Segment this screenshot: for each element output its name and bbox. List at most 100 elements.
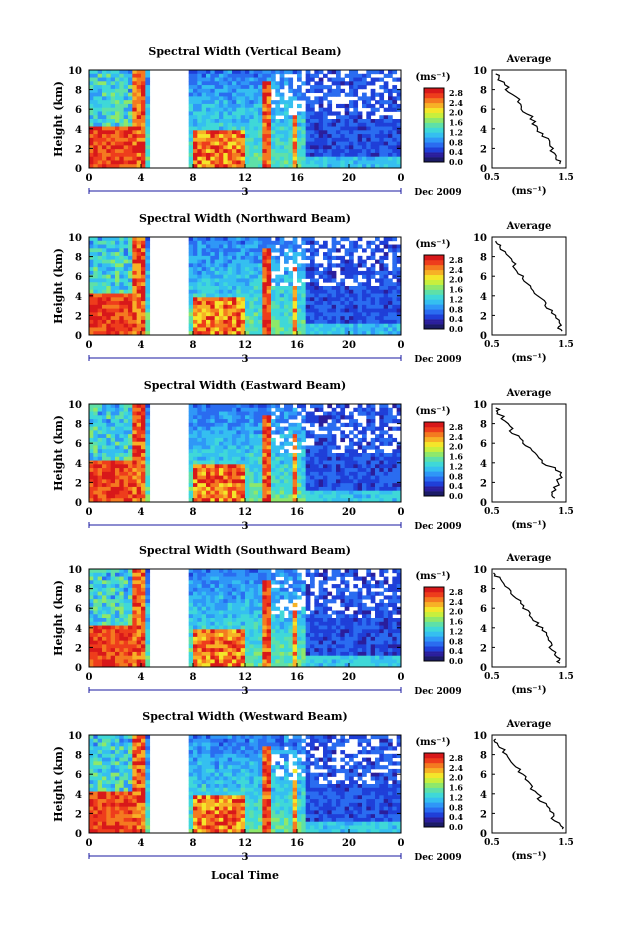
heatmap-cell: [245, 141, 250, 146]
heatmap-cell: [240, 445, 246, 450]
heatmap-cell: [370, 145, 376, 150]
heatmap-cell: [119, 293, 125, 298]
heatmap-cell: [284, 267, 289, 272]
heatmap-cell: [193, 107, 198, 112]
heatmap-cell: [210, 437, 216, 443]
panel-title: Spectral Width (Northward Beam): [139, 212, 351, 225]
heatmap-cell: [323, 134, 328, 139]
heatmap-cell: [145, 119, 151, 124]
heatmap-cell: [249, 411, 255, 416]
heatmap-cell: [136, 430, 142, 435]
heatmap-cell: [223, 411, 229, 416]
heatmap-cell: [362, 141, 367, 146]
heatmap-cell: [305, 152, 311, 158]
heatmap-cell: [245, 453, 250, 458]
heatmap-cell: [314, 278, 320, 283]
heatmap-cell: [353, 293, 359, 298]
heatmap-cell: [197, 434, 203, 439]
heatmap-cell: [366, 312, 372, 317]
heatmap-cell: [383, 119, 389, 124]
heatmap-cell: [132, 471, 138, 477]
heatmap-cell: [258, 475, 263, 480]
heatmap-cell: [93, 255, 99, 261]
heatmap-cell: [240, 126, 246, 131]
heatmap-cell: [349, 319, 354, 325]
heatmap-cell: [379, 270, 385, 276]
heatmap-cell: [379, 453, 385, 458]
heatmap-cell: [253, 145, 259, 150]
heatmap-cell: [253, 411, 259, 416]
heatmap-cell: [223, 92, 229, 97]
heatmap-cell: [318, 156, 324, 161]
heatmap-cell: [240, 141, 246, 146]
heatmap-cell: [392, 471, 398, 477]
heatmap-cell: [249, 323, 255, 328]
heatmap-cell: [284, 449, 289, 454]
y-tick-label: 2: [75, 144, 82, 155]
heatmap-cell: [336, 460, 341, 465]
heatmap-cell: [245, 270, 250, 276]
heatmap-cell: [136, 77, 142, 82]
heatmap-cell: [141, 255, 146, 261]
heatmap-cell: [141, 301, 146, 306]
heatmap-cell: [349, 490, 354, 495]
heatmap-cell: [245, 103, 250, 109]
heatmap-cell: [201, 289, 207, 294]
heatmap-cell: [318, 270, 324, 276]
heatmap-cell: [258, 411, 263, 416]
heatmap-cell: [119, 453, 125, 458]
heatmap-cell: [97, 145, 103, 150]
heatmap-cell: [388, 141, 393, 146]
heatmap-cell: [340, 81, 346, 86]
heatmap-cell: [279, 456, 285, 461]
heatmap-cell: [249, 415, 255, 420]
heatmap-cell: [305, 301, 311, 306]
heatmap-cell: [275, 304, 281, 310]
heatmap-cell: [353, 468, 359, 473]
heatmap-cell: [392, 85, 398, 90]
heatmap-cell: [115, 595, 120, 600]
heatmap-cell: [128, 468, 133, 473]
heatmap-cell: [145, 248, 151, 253]
heatmap-cell: [271, 137, 276, 143]
heatmap-cell: [219, 312, 224, 317]
heatmap-cell: [297, 96, 302, 101]
heatmap-cell: [362, 331, 367, 336]
heatmap-cell: [271, 259, 276, 264]
heatmap-cell: [266, 319, 272, 325]
heatmap-cell: [388, 297, 393, 302]
heatmap-cell: [314, 415, 320, 420]
heatmap-cell: [240, 255, 246, 261]
heatmap-cell: [193, 434, 198, 439]
heatmap-cell: [145, 282, 151, 287]
heatmap-cell: [301, 301, 307, 306]
heatmap-cell: [119, 445, 125, 450]
heatmap-cell: [197, 103, 203, 109]
heatmap-cell: [388, 460, 393, 465]
heatmap-cell: [201, 404, 207, 409]
heatmap-cell: [258, 404, 263, 409]
heatmap-cell: [214, 494, 220, 499]
heatmap-cell: [132, 483, 138, 488]
heatmap-cell: [258, 244, 263, 249]
heatmap-cell: [357, 297, 363, 302]
heatmap-cell: [375, 445, 380, 450]
heatmap-cell: [314, 316, 320, 321]
x-tick-label: 8: [190, 507, 197, 518]
heatmap-cell: [301, 471, 307, 477]
colorbar-swatch: [424, 449, 444, 452]
heatmap-cell: [89, 576, 94, 581]
heatmap-cell: [331, 297, 337, 302]
heatmap-cell: [206, 92, 211, 97]
heatmap-cell: [336, 456, 341, 461]
heatmap-cell: [206, 331, 211, 336]
heatmap-cell: [258, 445, 263, 450]
heatmap-cell: [232, 430, 237, 435]
heatmap-cell: [89, 426, 94, 431]
heatmap-cell: [253, 316, 259, 321]
heatmap-cell: [266, 119, 272, 124]
heatmap-cell: [119, 610, 125, 615]
heatmap-cell: [97, 286, 103, 291]
heatmap-cell: [279, 92, 285, 97]
heatmap-cell: [123, 434, 129, 439]
